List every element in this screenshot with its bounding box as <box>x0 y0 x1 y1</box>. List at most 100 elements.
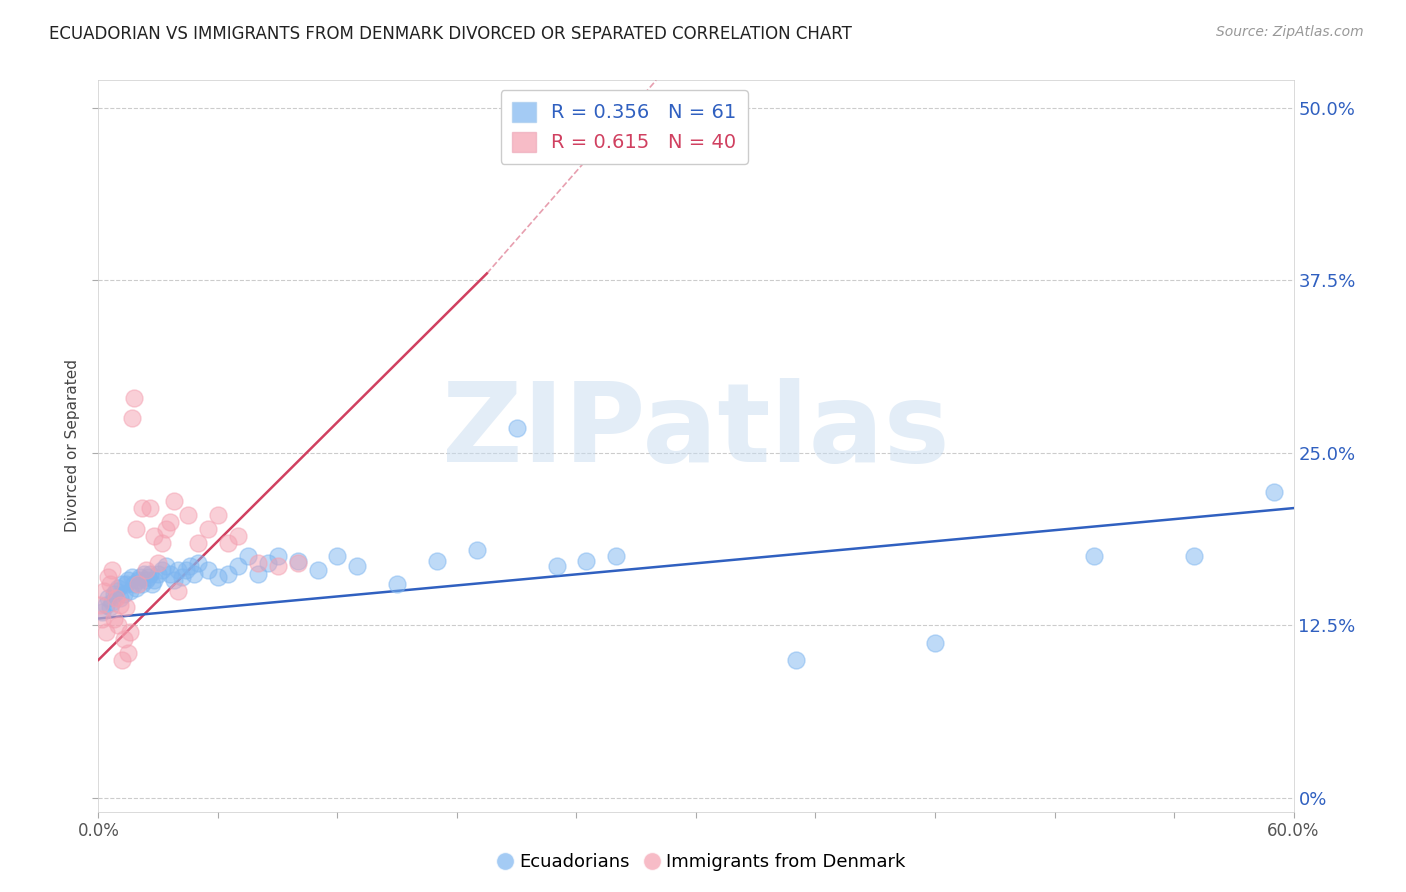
Point <box>110 591 132 605</box>
Point <box>117 573 139 587</box>
Point <box>163 573 186 587</box>
Point <box>125 522 148 536</box>
Point <box>197 563 219 577</box>
Point <box>124 577 146 591</box>
Point <box>117 646 139 660</box>
Point <box>385 577 409 591</box>
Point <box>575 553 598 567</box>
Point <box>465 542 488 557</box>
Point <box>101 595 124 609</box>
Point <box>135 573 157 587</box>
Point <box>167 583 190 598</box>
Point <box>159 567 181 582</box>
Point <box>506 421 529 435</box>
Point <box>287 557 309 571</box>
Point <box>1083 549 1105 564</box>
Point <box>107 581 129 595</box>
Point <box>97 570 120 584</box>
Point <box>1263 484 1285 499</box>
Point <box>172 570 194 584</box>
Point <box>346 559 368 574</box>
Point <box>91 605 114 619</box>
Point <box>121 411 143 425</box>
Point <box>226 559 249 574</box>
Legend: Ecuadorians, Immigrants from Denmark: Ecuadorians, Immigrants from Denmark <box>494 847 912 879</box>
Point <box>98 577 122 591</box>
Point <box>121 570 143 584</box>
Point <box>143 529 166 543</box>
Point <box>105 583 128 598</box>
Point <box>143 573 166 587</box>
Point <box>217 535 239 549</box>
Point <box>141 577 163 591</box>
Point <box>139 501 162 516</box>
Point <box>207 570 229 584</box>
Point <box>136 570 159 584</box>
Point <box>426 553 449 567</box>
Point <box>115 577 138 591</box>
Point <box>111 653 134 667</box>
Point <box>98 600 122 615</box>
Point <box>174 563 197 577</box>
Point <box>187 535 209 549</box>
Point <box>127 573 149 587</box>
Point <box>97 591 120 605</box>
Point <box>135 563 157 577</box>
Y-axis label: Divorced or Separated: Divorced or Separated <box>65 359 80 533</box>
Point <box>127 577 149 591</box>
Point <box>246 557 269 571</box>
Point <box>125 581 148 595</box>
Point <box>207 508 229 522</box>
Point <box>177 508 200 522</box>
Point <box>131 577 153 591</box>
Point <box>101 563 124 577</box>
Point <box>89 598 111 612</box>
Point <box>924 636 946 650</box>
Point <box>96 625 118 640</box>
Point <box>183 567 205 582</box>
Point <box>645 128 668 143</box>
Point <box>120 625 142 640</box>
Point <box>139 567 162 582</box>
Point <box>187 557 209 571</box>
Point <box>785 653 807 667</box>
Point <box>96 598 118 612</box>
Point <box>107 618 129 632</box>
Point <box>105 591 128 605</box>
Point <box>267 549 290 564</box>
Point <box>124 391 146 405</box>
Point <box>546 559 568 574</box>
Point <box>93 583 115 598</box>
Point <box>246 567 269 582</box>
Text: Source: ZipAtlas.com: Source: ZipAtlas.com <box>1216 25 1364 39</box>
Point <box>91 611 114 625</box>
Point <box>217 567 239 582</box>
Point <box>134 567 156 582</box>
Point <box>1182 549 1205 564</box>
Point <box>159 515 181 529</box>
Point <box>256 557 278 571</box>
Point <box>131 501 153 516</box>
Point <box>129 570 152 584</box>
Text: ECUADORIAN VS IMMIGRANTS FROM DENMARK DIVORCED OR SEPARATED CORRELATION CHART: ECUADORIAN VS IMMIGRANTS FROM DENMARK DI… <box>49 25 852 43</box>
Point <box>150 535 173 549</box>
Legend: R = 0.356   N = 61, R = 0.615   N = 40: R = 0.356 N = 61, R = 0.615 N = 40 <box>501 90 748 164</box>
Point <box>115 600 138 615</box>
Point <box>163 494 186 508</box>
Text: ZIPatlas: ZIPatlas <box>441 378 950 485</box>
Point <box>326 549 349 564</box>
Point <box>226 529 249 543</box>
Point <box>103 587 125 601</box>
Point <box>267 559 290 574</box>
Point <box>605 549 627 564</box>
Point <box>197 522 219 536</box>
Point <box>112 632 135 647</box>
Point <box>148 557 170 571</box>
Point <box>155 559 177 574</box>
Point <box>150 563 173 577</box>
Point <box>148 567 170 582</box>
Point <box>167 563 190 577</box>
Point <box>307 563 329 577</box>
Point <box>236 549 259 564</box>
Point <box>120 583 142 598</box>
